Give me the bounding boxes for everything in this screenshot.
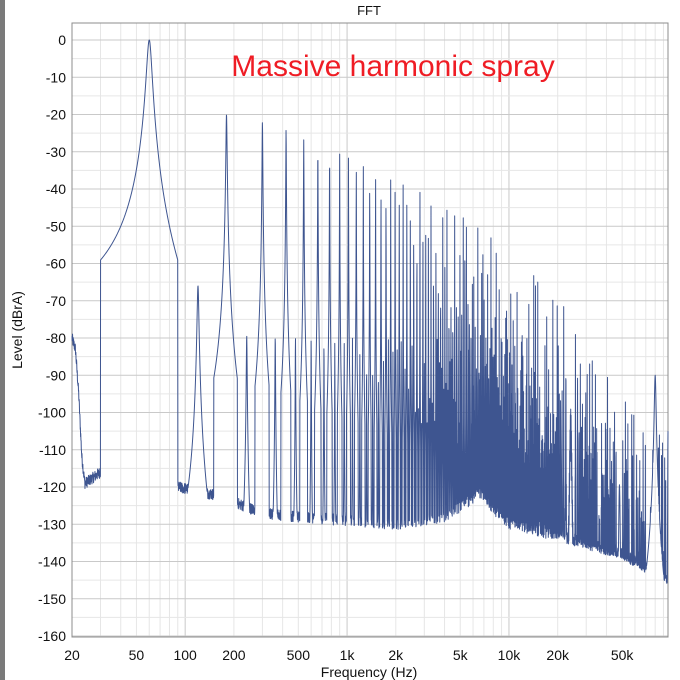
x-axis-title: Frequency (Hz)	[321, 664, 417, 680]
series-line-spectrum	[71, 39, 669, 584]
y-tick-label: -140	[38, 554, 66, 570]
x-tick-label: 200	[222, 647, 246, 663]
x-tick-label: 500	[287, 647, 311, 663]
y-tick-label: -50	[46, 218, 66, 234]
y-tick-label: -60	[46, 256, 66, 272]
y-tick-label: -90	[46, 367, 66, 383]
y-tick-label: -10	[46, 69, 66, 85]
y-tick-label: -160	[38, 628, 66, 644]
y-tick-labels: 0 -10 -20 -30 -40 -50 -60 -70 -80 -90 -100 -110 -120…	[38, 32, 66, 644]
y-tick-label: -20	[46, 107, 66, 123]
y-tick-label: -110	[39, 442, 66, 458]
series-layer	[71, 39, 669, 584]
y-tick-label: -30	[46, 144, 66, 160]
y-tick-label: -130	[38, 516, 66, 532]
y-tick-label: 0	[58, 32, 66, 48]
x-tick-labels: 20 50 100 200 500 1k 2k 5k 10k 20k 50k	[64, 647, 634, 663]
y-tick-label: -100	[38, 405, 66, 421]
x-tick-label: 20k	[546, 647, 570, 663]
y-tick-label: -70	[46, 293, 66, 309]
x-tick-label: 20	[64, 647, 80, 663]
x-tick-label: 50k	[611, 647, 635, 663]
y-tick-label: -40	[46, 181, 66, 197]
y-axis-title: Level (dBrA)	[9, 291, 25, 369]
x-tick-label: 100	[173, 647, 197, 663]
x-tick-label: 5k	[453, 647, 469, 663]
y-tick-label: -150	[38, 591, 66, 607]
y-tick-label: -120	[38, 479, 66, 495]
annotation-text: Massive harmonic spray	[231, 50, 554, 83]
x-tick-label: 10k	[498, 647, 522, 663]
y-tick-label: -80	[46, 330, 66, 346]
plot-area-border	[71, 22, 669, 638]
x-tick-label: 2k	[388, 647, 404, 663]
x-tick-label: 50	[129, 647, 145, 663]
x-tick-label: 1k	[340, 647, 356, 663]
window-edge	[0, 0, 5, 680]
chart-title: FFT	[357, 3, 381, 18]
